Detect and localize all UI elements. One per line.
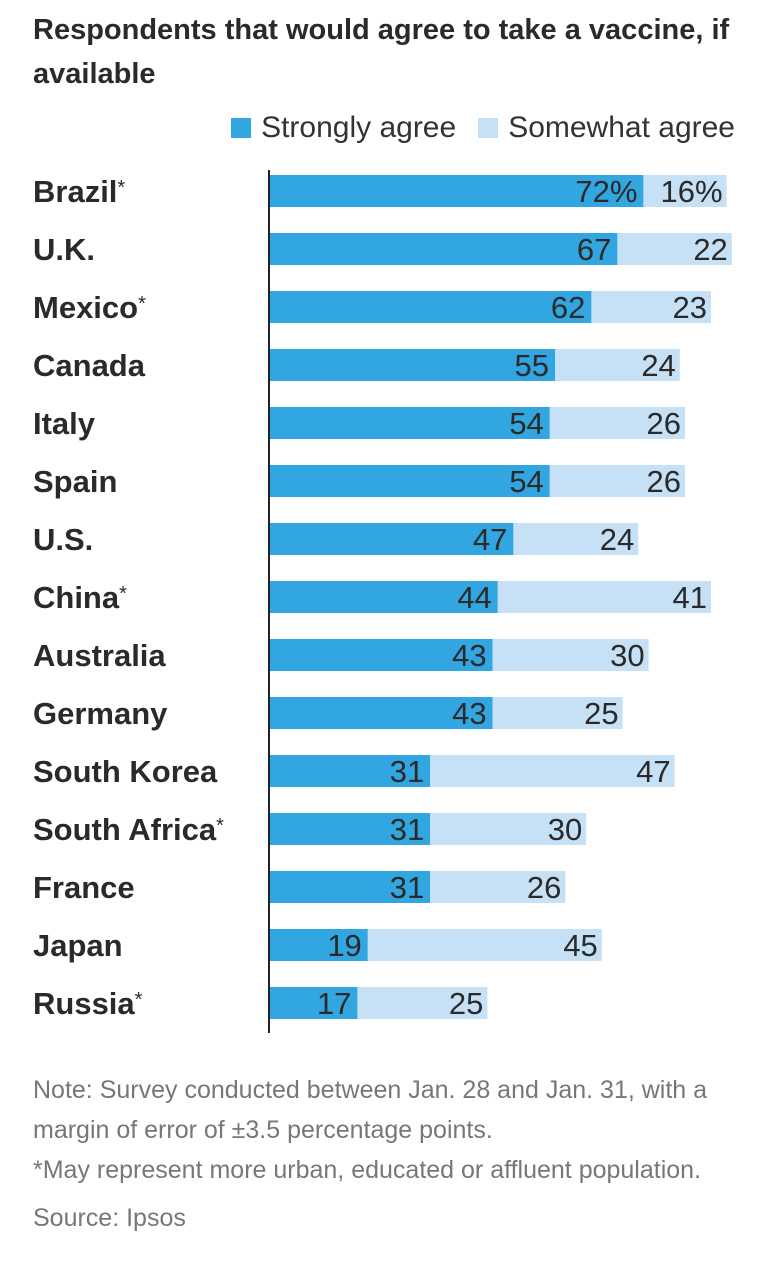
value-label-strongly-u-k: 67 (577, 232, 611, 267)
value-label-somewhat-japan: 45 (563, 928, 597, 963)
bar-somewhat-germany (492, 697, 623, 729)
legend-swatch-strongly (231, 118, 252, 138)
category-label-brazil: Brazil* (33, 174, 125, 209)
bar-somewhat-china (497, 581, 711, 613)
category-label-france: France (33, 870, 135, 905)
legend-item-somewhat: Somewhat agree (478, 111, 735, 145)
legend-swatch-somewhat (478, 118, 499, 138)
bar-strongly-germany (269, 697, 493, 729)
value-label-strongly-brazil: 72% (575, 174, 637, 209)
bar-somewhat-spain (549, 465, 685, 497)
bar-strongly-japan (269, 929, 368, 961)
category-label-italy: Italy (33, 406, 96, 441)
bar-somewhat-mexico (591, 291, 711, 323)
source-note: Source: Ipsos (33, 1204, 186, 1232)
category-label-germany: Germany (33, 696, 168, 731)
value-label-somewhat-u-s: 24 (600, 522, 634, 557)
value-label-strongly-spain: 54 (509, 464, 543, 499)
category-label-u-k: U.K. (33, 232, 95, 267)
bar-somewhat-u-s (513, 523, 639, 555)
value-label-somewhat-mexico: 23 (673, 290, 707, 325)
bar-strongly-south-africa (269, 813, 431, 845)
value-label-strongly-italy: 54 (509, 406, 543, 441)
category-label-russia: Russia* (33, 986, 143, 1021)
value-label-strongly-france: 31 (390, 870, 424, 905)
bar-somewhat-south-africa (430, 813, 587, 845)
value-label-somewhat-south-africa: 30 (548, 812, 582, 847)
bar-somewhat-russia (357, 987, 488, 1019)
category-label-japan: Japan (33, 928, 123, 963)
bar-somewhat-brazil (643, 175, 727, 207)
category-label-china: China* (33, 580, 127, 615)
value-label-strongly-canada: 55 (515, 348, 549, 383)
bar-strongly-mexico (269, 291, 592, 323)
bar-strongly-russia (269, 987, 358, 1019)
value-label-somewhat-south-korea: 47 (636, 754, 670, 789)
bar-somewhat-italy (549, 407, 685, 439)
value-label-somewhat-brazil: 16% (661, 174, 723, 209)
bar-somewhat-u-k (617, 233, 732, 265)
legend-label-strongly: Strongly agree (261, 111, 457, 144)
bar-strongly-china (269, 581, 498, 613)
bar-strongly-brazil (269, 175, 644, 207)
category-label-australia: Australia (33, 638, 166, 673)
category-label-south-korea: South Korea (33, 754, 218, 789)
chart-title: Respondents that would agree to take a v… (33, 14, 730, 90)
category-label-u-s: U.S. (33, 522, 93, 557)
value-label-strongly-u-s: 47 (473, 522, 507, 557)
bar-strongly-south-korea (269, 755, 431, 787)
legend: Strongly agree Somewhat agree (231, 110, 735, 146)
bar-strongly-u-k (269, 233, 618, 265)
value-label-somewhat-china: 41 (673, 580, 707, 615)
category-label-south-africa: South Africa* (33, 812, 224, 847)
value-label-somewhat-australia: 30 (610, 638, 644, 673)
value-label-somewhat-germany: 25 (584, 696, 618, 731)
value-label-strongly-mexico: 62 (551, 290, 585, 325)
value-label-strongly-japan: 19 (327, 928, 361, 963)
footnote: *May represent more urban, educated or a… (33, 1156, 702, 1184)
survey-note: Note: Survey conducted between Jan. 28 a… (33, 1076, 708, 1144)
bar-somewhat-canada (555, 349, 680, 381)
bar-somewhat-japan (367, 929, 602, 961)
category-label-mexico: Mexico* (33, 290, 146, 325)
category-label-canada: Canada (33, 348, 146, 383)
value-label-somewhat-canada: 24 (641, 348, 675, 383)
value-label-strongly-china: 44 (457, 580, 491, 615)
bar-somewhat-south-korea (430, 755, 675, 787)
value-label-somewhat-italy: 26 (647, 406, 681, 441)
bar-strongly-canada (269, 349, 555, 381)
bar-strongly-australia (269, 639, 493, 671)
category-label-spain: Spain (33, 464, 117, 499)
value-label-strongly-russia: 17 (317, 986, 351, 1021)
value-label-strongly-south-africa: 31 (390, 812, 424, 847)
bar-strongly-u-s (269, 523, 514, 555)
bar-strongly-spain (269, 465, 550, 497)
value-label-strongly-germany: 43 (452, 696, 486, 731)
value-label-somewhat-u-k: 22 (693, 232, 727, 267)
value-label-somewhat-france: 26 (527, 870, 561, 905)
value-label-strongly-south-korea: 31 (390, 754, 424, 789)
bar-strongly-italy (269, 407, 550, 439)
bar-somewhat-australia (492, 639, 649, 671)
value-label-somewhat-russia: 25 (449, 986, 483, 1021)
value-label-strongly-australia: 43 (452, 638, 486, 673)
bar-somewhat-france (430, 871, 566, 903)
legend-item-strongly: Strongly agree (231, 111, 456, 145)
bar-chart: Brazil* 72% 16% U.K. 67 22 Mexico* 62 23 Canada 55… (33, 170, 732, 1033)
value-label-somewhat-spain: 26 (647, 464, 681, 499)
bar-strongly-france (269, 871, 431, 903)
notes: Note: Survey conducted between Jan. 28 a… (33, 1070, 743, 1238)
legend-label-somewhat: Somewhat agree (508, 111, 735, 144)
